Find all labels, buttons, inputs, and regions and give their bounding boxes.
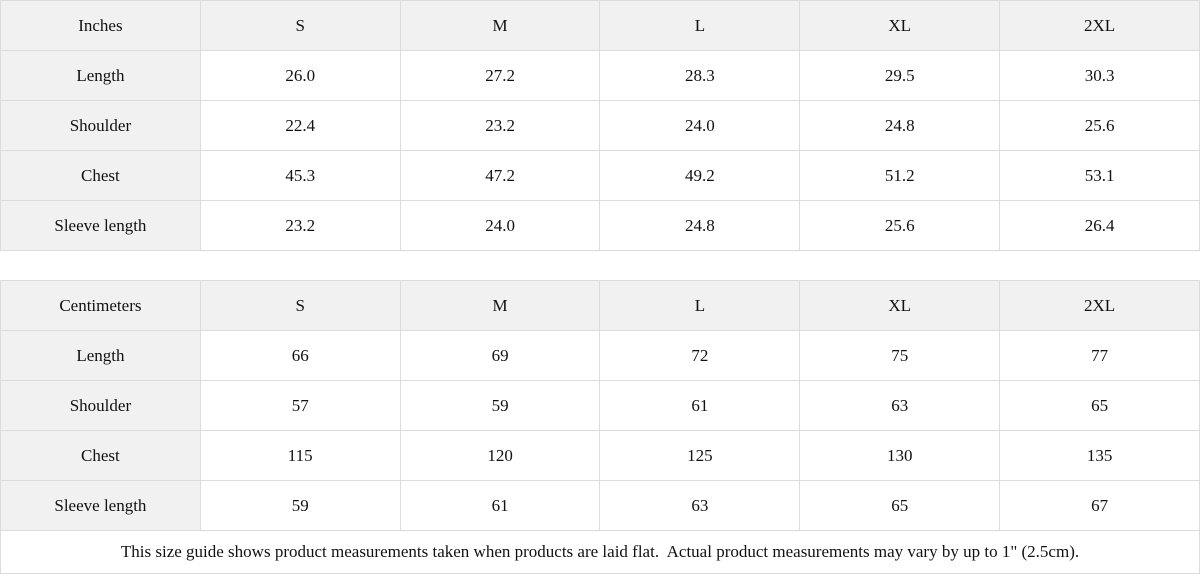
measurement-cell: 22.4 [199,100,401,151]
size-header-cell: M [399,0,601,51]
size-header-cell: M [399,280,601,331]
measurement-cell: 120 [399,430,601,481]
measurement-cell: 65 [799,480,1001,531]
row-label: Sleeve length [0,480,201,531]
measurement-cell: 26.4 [999,200,1200,251]
table-row: Chest 45.3 47.2 49.2 51.2 53.1 [0,150,1200,201]
size-header-cell: S [199,280,401,331]
row-label: Length [0,50,201,101]
row-label: Chest [0,150,201,201]
unit-header-cell: Centimeters [0,280,201,331]
unit-header-cell: Inches [0,0,201,51]
size-header-cell: 2XL [999,280,1200,331]
measurement-cell: 63 [599,480,801,531]
size-header-cell: XL [799,0,1001,51]
measurement-cell: 61 [399,480,601,531]
size-guide-disclaimer: This size guide shows product measuremen… [0,531,1200,574]
measurement-cell: 65 [999,380,1200,431]
table-row: Chest 115 120 125 130 135 [0,430,1200,481]
measurement-cell: 77 [999,330,1200,381]
measurement-cell: 26.0 [199,50,401,101]
row-label: Length [0,330,201,381]
measurement-cell: 69 [399,330,601,381]
size-header-cell: S [199,0,401,51]
measurement-cell: 29.5 [799,50,1001,101]
inches-size-table: Inches S M L XL 2XL Length 26.0 27.2 28.… [0,0,1200,251]
measurement-cell: 24.8 [599,200,801,251]
size-header-cell: 2XL [999,0,1200,51]
table-row: Shoulder 22.4 23.2 24.0 24.8 25.6 [0,100,1200,151]
measurement-cell: 27.2 [399,50,601,101]
table-row: Shoulder 57 59 61 63 65 [0,380,1200,431]
measurement-cell: 25.6 [799,200,1001,251]
row-label: Shoulder [0,100,201,151]
measurement-cell: 135 [999,430,1200,481]
table-row: Sleeve length 59 61 63 65 67 [0,480,1200,531]
size-header-cell: L [599,0,801,51]
measurement-cell: 63 [799,380,1001,431]
measurement-cell: 75 [799,330,1001,381]
measurement-cell: 66 [199,330,401,381]
disclaimer-text: This size guide shows product measuremen… [120,542,1080,561]
table-row: Sleeve length 23.2 24.0 24.8 25.6 26.4 [0,200,1200,251]
row-label: Shoulder [0,380,201,431]
measurement-cell: 47.2 [399,150,601,201]
measurement-cell: 130 [799,430,1001,481]
centimeters-header-row: Centimeters S M L XL 2XL [0,280,1200,331]
measurement-cell: 28.3 [599,50,801,101]
measurement-cell: 115 [199,430,401,481]
measurement-cell: 61 [599,380,801,431]
measurement-cell: 30.3 [999,50,1200,101]
table-row: Length 66 69 72 75 77 [0,330,1200,381]
measurement-cell: 45.3 [199,150,401,201]
measurement-cell: 125 [599,430,801,481]
measurement-cell: 24.0 [399,200,601,251]
measurement-cell: 53.1 [999,150,1200,201]
measurement-cell: 24.8 [799,100,1001,151]
measurement-cell: 67 [999,480,1200,531]
measurement-cell: 59 [399,380,601,431]
inches-header-row: Inches S M L XL 2XL [0,0,1200,51]
measurement-cell: 51.2 [799,150,1001,201]
measurement-cell: 57 [199,380,401,431]
row-label: Chest [0,430,201,481]
measurement-cell: 72 [599,330,801,381]
measurement-cell: 23.2 [399,100,601,151]
size-header-cell: XL [799,280,1001,331]
table-separator [0,251,1200,280]
row-label: Sleeve length [0,200,201,251]
size-header-cell: L [599,280,801,331]
table-row: Length 26.0 27.2 28.3 29.5 30.3 [0,50,1200,101]
measurement-cell: 59 [199,480,401,531]
measurement-cell: 23.2 [199,200,401,251]
centimeters-size-table: Centimeters S M L XL 2XL Length 66 69 72… [0,280,1200,531]
measurement-cell: 24.0 [599,100,801,151]
measurement-cell: 25.6 [999,100,1200,151]
measurement-cell: 49.2 [599,150,801,201]
